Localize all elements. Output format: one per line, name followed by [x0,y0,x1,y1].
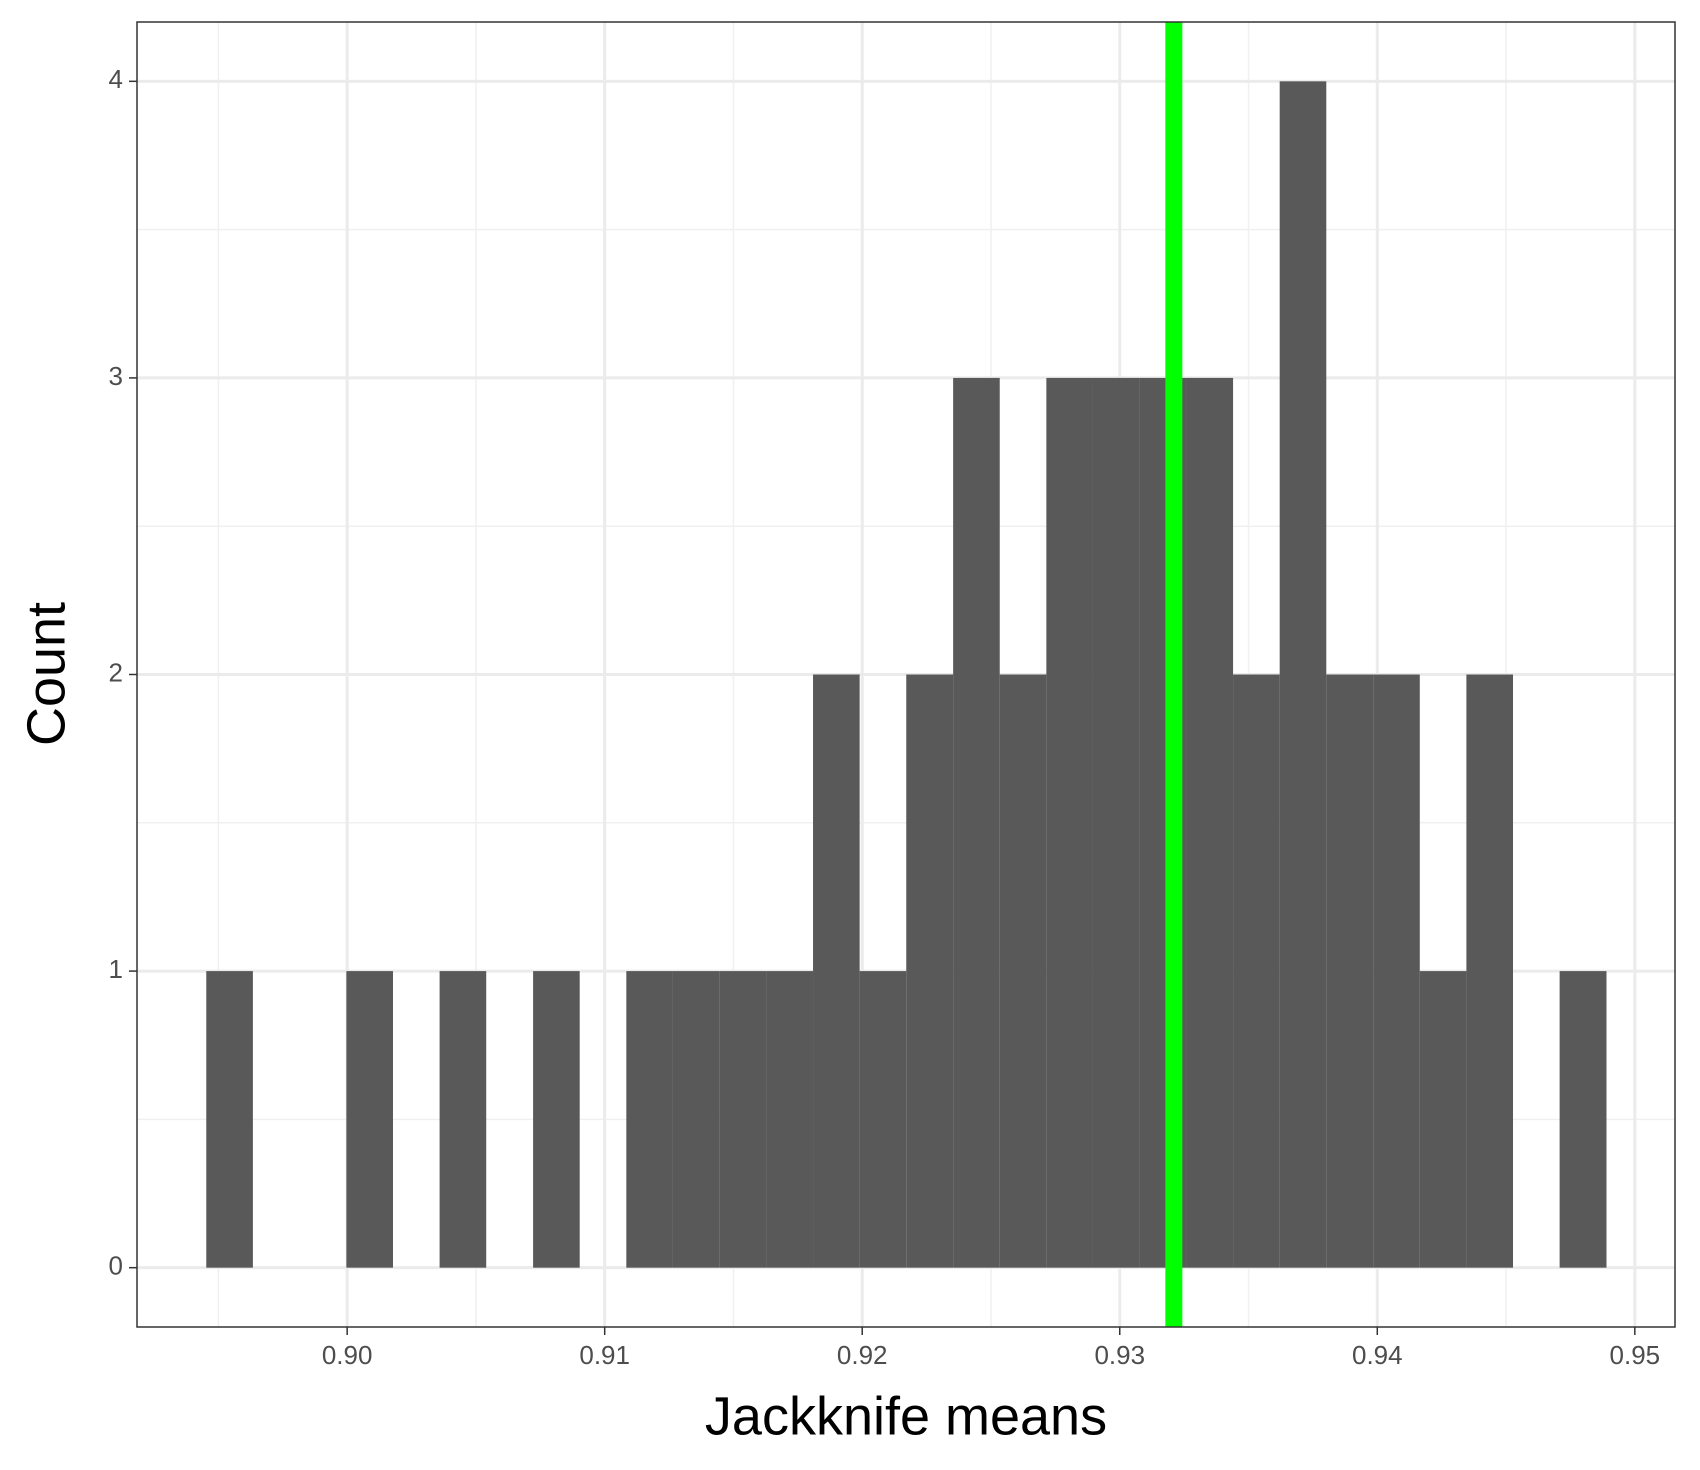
y-tick-label: 0 [109,1251,123,1281]
x-axis-title: Jackknife means [705,1386,1107,1446]
x-tick-label: 0.93 [1094,1340,1145,1370]
bar [346,971,393,1268]
bar [1233,674,1280,1268]
y-tick-label: 1 [109,954,123,984]
bar [1326,674,1374,1268]
bar [439,971,487,1268]
bar [626,971,673,1268]
bar [1046,377,1093,1268]
x-tick-label: 0.91 [579,1340,630,1370]
bar [672,971,720,1268]
x-tick-label: 0.95 [1610,1340,1661,1370]
bar [859,971,907,1268]
bar [1419,971,1467,1268]
bar [999,674,1047,1268]
bar [953,377,1000,1268]
bar [1373,674,1420,1268]
bar [906,674,954,1268]
y-axis-title: Count [16,602,76,746]
y-tick-label: 4 [109,64,123,94]
y-tick-label: 3 [109,361,123,391]
bar [1466,674,1514,1268]
bar [206,971,253,1268]
bar [813,674,860,1268]
bar [1186,377,1234,1268]
bar [719,971,767,1268]
x-tick-label: 0.94 [1352,1340,1403,1370]
x-tick-label: 0.92 [837,1340,888,1370]
bar [1279,81,1327,1268]
bar [1559,971,1607,1268]
x-tick-label: 0.90 [322,1340,373,1370]
y-tick-label: 2 [109,657,123,687]
bar [766,971,814,1268]
bar [1092,377,1140,1268]
bar [533,971,580,1268]
